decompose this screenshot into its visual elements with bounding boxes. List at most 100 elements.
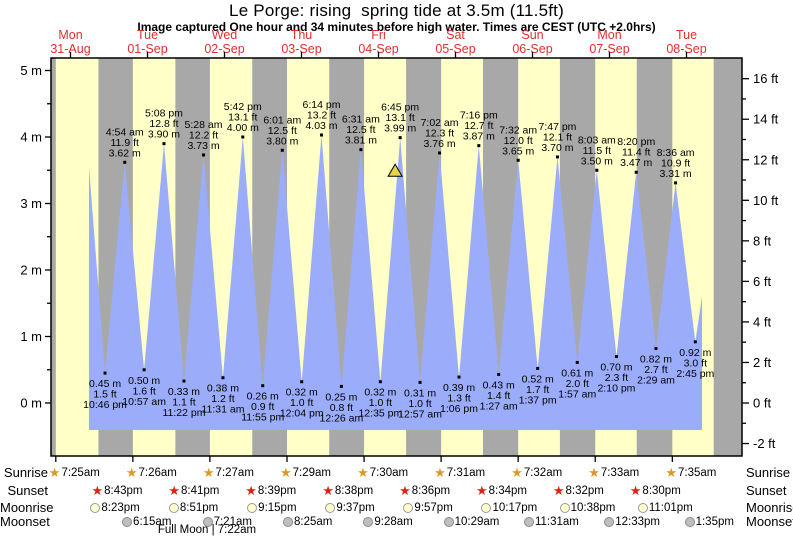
tide-high-label: 3.31 m [660, 168, 692, 180]
moonset-entry: 9:28am [363, 514, 413, 529]
left-axis-label: 5 m [20, 63, 42, 78]
sunset-time: 8:41pm [181, 484, 220, 497]
moonrise-icon [637, 502, 648, 513]
tide-high-label: 5:42 pm [224, 101, 262, 113]
tide-high-label: 3.87 m [463, 131, 495, 143]
sunrise-entry: ★ 7:25am [49, 465, 100, 480]
right-axis-label: 8 ft [753, 233, 771, 248]
sunrise-time: 7:27am [215, 466, 254, 479]
tide-low-label: 1.5 ft [93, 389, 116, 401]
tide-extreme-dot [614, 354, 618, 358]
sunset-entry: ★ 8:41pm [168, 483, 219, 498]
sunset-time: 8:39pm [257, 484, 297, 497]
tide-extreme-dot [319, 133, 323, 137]
sunrise-entry: ★ 7:29am [280, 465, 331, 480]
tide-low-label: 0.39 m [443, 382, 475, 394]
tide-high-label: 3.76 m [424, 138, 456, 150]
moonrise-row-label-left: Moonrise [0, 500, 54, 515]
tide-extreme-dot [595, 168, 599, 172]
day-label: Sun 06-Sep [512, 28, 553, 56]
right-axis-label: 10 ft [753, 193, 779, 208]
sunset-row-label-right: Sunset [746, 483, 787, 498]
tide-high-label: 12.3 ft [425, 127, 454, 139]
right-axis-label: 14 ft [753, 112, 779, 127]
sunrise-row-label-right: Sunrise [746, 465, 791, 480]
sunset-row: Sunset ★ 8:43pm ★ 8:41pm ★ 8:39pm ★ 8:38pm ★ 8:36… [0, 483, 793, 498]
plot-frame [50, 57, 743, 457]
moonrise-row: Moonrise 8:23pm 8:51pm 9:15pm 9:37pm 9:57pm 1… [0, 500, 793, 515]
tide-low-label: 1.3 ft [447, 393, 470, 405]
tide-high-label: 7:32 am [499, 124, 537, 136]
tide-high-label: 3.80 m [266, 135, 298, 147]
tide-low-label: 2.3 ft [605, 372, 628, 384]
moonset-icon [684, 516, 695, 527]
moonset-entry: 6:15am [122, 514, 171, 529]
tide-low-label: 1.6 ft [132, 385, 155, 397]
tide-extreme-dot [280, 148, 284, 152]
left-axis-label: 3 m [20, 196, 42, 211]
moonset-time: 9:28am [374, 515, 413, 528]
sunrise-time: 7:35am [677, 466, 717, 479]
tide-high-label: 4:54 am [106, 126, 144, 138]
tide-low-label: 0.8 ft [330, 402, 353, 414]
sunset-time: 8:38pm [334, 484, 374, 497]
day-label: Tue 01-Sep [127, 28, 168, 56]
tide-high-label: 3.50 m [581, 155, 613, 167]
tide-high-label: 3.99 m [384, 123, 416, 135]
tide-low-label: 1:37 pm [519, 394, 557, 406]
left-axis-label: 0 m [20, 396, 42, 411]
sunrise-entry: ★ 7:32am [511, 465, 562, 480]
capture-note: Image captured One hour and 34 minutes b… [137, 20, 656, 34]
moonrise-icon [325, 502, 336, 513]
tide-high-label: 11.9 ft [111, 137, 139, 149]
tide-high-label: 12.5 ft [268, 125, 297, 137]
sunset-star-icon: ★ [91, 483, 104, 498]
tide-low-label: 12:35 pm [358, 408, 402, 420]
right-axis-label: 2 ft [753, 355, 771, 370]
moonset-entry: 8:25am [283, 514, 332, 529]
tide-extreme-dot [516, 158, 520, 162]
moonset-row: Moonset 6:15am 7:21am 8:25am 9:28am 10:29am 1… [0, 514, 793, 529]
tide-high-label: 12.1 ft [543, 131, 572, 143]
tide-low-label: 10:46 pm [83, 399, 127, 411]
tide-extreme-dot [457, 375, 461, 379]
tide-high-label: 4.03 m [305, 120, 337, 132]
tide-high-label: 8:20 pm [617, 136, 655, 148]
moonrise-entry: 10:17pm [481, 500, 537, 515]
moonset-entry: 10:29am [443, 514, 499, 529]
tide-extreme-dot [339, 384, 343, 388]
tide-high-label: 6:31 am [342, 114, 380, 126]
left-axis-label: 1 m [20, 329, 42, 344]
moonset-entry: 7:21am [202, 514, 252, 529]
sunset-entry: ★ 8:34pm [476, 483, 527, 498]
right-axis-label: 16 ft [753, 71, 779, 86]
tide-low-label: 0.9 ft [251, 401, 274, 413]
moonset-icon [122, 516, 133, 527]
tide-high-label: 11.5 ft [583, 145, 611, 157]
tide-low-label: 1.1 ft [172, 397, 195, 409]
tide-extreme-dot [398, 136, 402, 140]
tide-low-label: 2:10 pm [597, 382, 635, 394]
tide-low-label: 1.7 ft [526, 384, 549, 396]
sunset-star-icon: ★ [399, 483, 411, 498]
tide-low-label: 0.92 m [679, 347, 711, 359]
sunrise-star-icon: ★ [588, 465, 600, 480]
page-title: Le Porge: rising spring tide at 3.5m (11… [229, 1, 564, 20]
tide-low-label: 0.26 m [247, 391, 279, 403]
moonrise-time: 9:37pm [336, 501, 375, 514]
moonset-time: 11:31am [534, 515, 579, 528]
moonset-row-label-right: Moonset [746, 514, 793, 529]
day-label: Wed 02-Sep [204, 28, 245, 56]
moonset-time: 7:21am [213, 515, 252, 528]
day-label: Mon 31-Aug [50, 28, 91, 56]
tide-extreme-dot [261, 384, 265, 388]
sunset-entry: ★ 8:36pm [399, 483, 450, 498]
tide-low-label: 1:27 am [480, 400, 518, 412]
sunset-entry: ★ 8:30pm [630, 483, 681, 498]
moonrise-entry: 8:51pm [168, 500, 218, 515]
moonrise-time: 9:57pm [414, 501, 453, 514]
tide-low-label: 2:45 pm [676, 368, 714, 380]
tide-high-label: 8:36 am [657, 147, 695, 159]
